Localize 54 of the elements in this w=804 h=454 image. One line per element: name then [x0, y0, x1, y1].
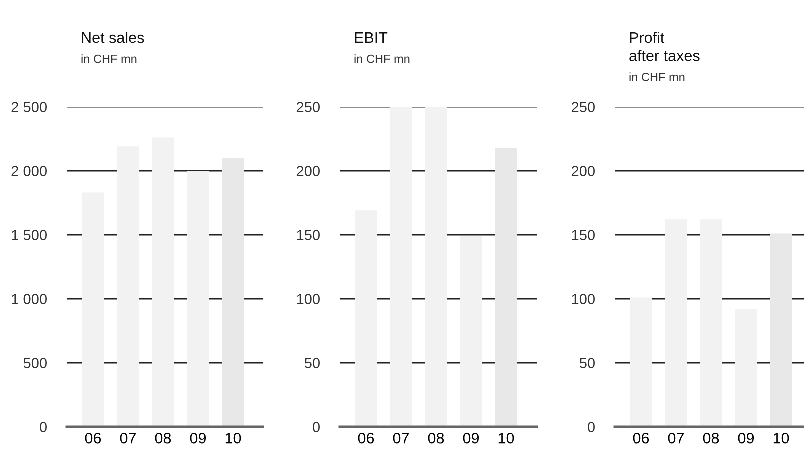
chart-title: EBIT: [355, 32, 388, 44]
chart-subtitle: in CHF mn: [630, 72, 685, 82]
chart-subtitle: in CHF mn: [82, 54, 137, 64]
y-tick-label: 100: [572, 294, 595, 304]
x-tick-label: 07: [120, 432, 136, 444]
bar: [770, 234, 792, 427]
x-tick-label: 08: [155, 432, 172, 444]
y-tick-label: 0: [588, 422, 595, 432]
y-tick-label: 500: [24, 358, 47, 368]
y-tick-label: 50: [580, 358, 595, 368]
x-tick-label: 10: [498, 432, 514, 444]
bar: [425, 107, 448, 427]
y-tick-label: 150: [572, 230, 595, 240]
y-tick-label: 150: [297, 230, 320, 240]
bar: [187, 171, 210, 427]
y-tick-label: 1 500: [12, 230, 47, 240]
y-tick-label: 200: [572, 166, 595, 176]
y-tick-label: 1 000: [12, 294, 47, 304]
bar: [390, 107, 412, 427]
x-tick-label: 10: [226, 432, 242, 444]
bar: [735, 309, 758, 427]
bar: [630, 298, 652, 427]
x-tick-label: 08: [703, 432, 720, 444]
x-tick-label: 07: [393, 432, 409, 444]
x-tick-label: 08: [428, 432, 444, 444]
y-tick-label: 250: [296, 102, 320, 112]
x-tick-label: 09: [738, 432, 754, 444]
bar: [700, 220, 722, 427]
y-tick-label: 0: [40, 422, 47, 432]
y-tick-label: 2 000: [12, 166, 47, 176]
y-tick-label: 100: [297, 294, 320, 304]
x-tick-label: 06: [358, 432, 374, 444]
chart-title: Net sales: [82, 32, 144, 44]
y-tick-label: 0: [313, 422, 320, 432]
chart-title: Profit after taxes: [630, 32, 700, 62]
x-tick-label: 06: [633, 432, 650, 444]
bar: [460, 236, 482, 427]
x-tick-label: 09: [190, 432, 206, 444]
bar: [355, 210, 378, 427]
x-tick-label: 10: [774, 432, 790, 444]
y-tick-label: 200: [296, 166, 320, 176]
y-tick-label: 50: [304, 358, 320, 368]
bar: [117, 146, 140, 427]
bar: [152, 138, 174, 427]
bar: [82, 192, 104, 427]
bar: [222, 158, 244, 427]
y-tick-label: 2 500: [12, 102, 47, 112]
x-tick-label: 06: [85, 432, 102, 444]
y-tick-label: 250: [572, 102, 595, 112]
x-tick-label: 07: [668, 432, 684, 444]
x-tick-label: 09: [463, 432, 480, 444]
bar: [495, 148, 518, 427]
bar: [665, 220, 688, 427]
chart-subtitle: in CHF mn: [354, 54, 410, 64]
